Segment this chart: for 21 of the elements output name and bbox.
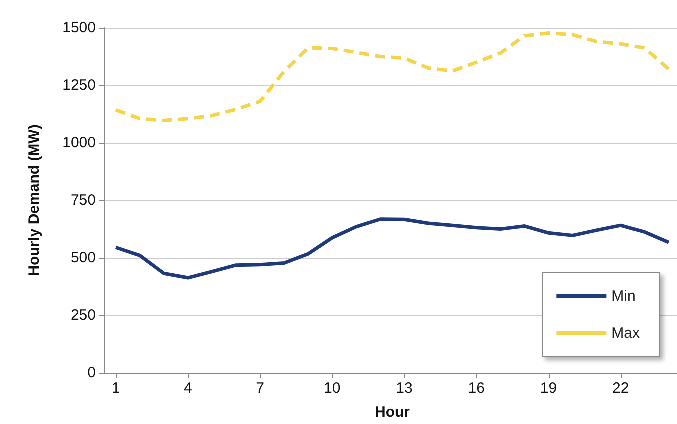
y-tick-label: 1000: [62, 134, 96, 152]
y-axis-title: Hourly Demand (MW): [26, 124, 43, 276]
x-tick-label: 19: [540, 380, 558, 397]
x-axis-title: Hour: [375, 404, 410, 421]
line-series: [114, 32, 671, 122]
y-tick-label: 1500: [62, 20, 96, 36]
line-series: [114, 218, 671, 280]
y-tick-label: 1250: [62, 77, 96, 94]
x-tick-label: 16: [468, 380, 485, 397]
legend-label: Min: [612, 288, 636, 305]
y-tick-label: 250: [70, 307, 96, 324]
legend-label: Max: [612, 325, 640, 342]
y-tick-label: 750: [70, 192, 96, 209]
x-tick-label: 7: [256, 380, 264, 397]
y-tick-label: 500: [70, 250, 96, 266]
x-tick-label: 13: [396, 380, 413, 397]
x-tick-label: 10: [324, 380, 341, 397]
y-tick-label: 0: [88, 364, 96, 382]
x-tick-label: 22: [612, 380, 630, 397]
x-tick-label: 1: [112, 380, 120, 397]
x-tick-label: 4: [184, 380, 192, 397]
